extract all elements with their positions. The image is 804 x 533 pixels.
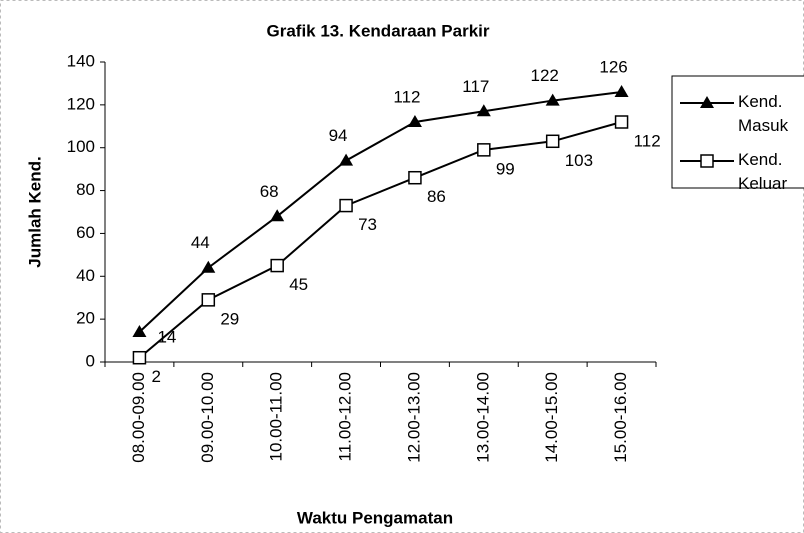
- data-label: 122: [531, 66, 559, 85]
- data-label: 112: [393, 87, 420, 106]
- marker-triangle: [201, 260, 216, 273]
- marker-triangle: [700, 96, 714, 108]
- marker-triangle: [545, 93, 560, 106]
- data-label: 112: [634, 131, 661, 150]
- data-label: 126: [599, 57, 627, 76]
- data-label: 117: [462, 77, 489, 96]
- marker-triangle: [476, 104, 491, 117]
- y-tick-label: 40: [76, 266, 95, 285]
- data-label: 73: [358, 215, 377, 234]
- data-label: 14: [157, 327, 176, 346]
- marker-square: [132, 350, 147, 365]
- x-tick-label: 15.00-16.00: [611, 372, 630, 463]
- data-label: 94: [329, 126, 348, 145]
- marker-triangle: [339, 153, 354, 166]
- y-tick-label: 120: [67, 94, 95, 113]
- data-label: 86: [427, 187, 446, 206]
- y-tick-label: 0: [86, 351, 95, 370]
- marker-triangle: [407, 115, 422, 127]
- x-tick-label: 12.00-13.00: [404, 372, 423, 463]
- x-axis-title: Waktu Pengamatan: [297, 508, 453, 527]
- x-tick-label: 13.00-14.00: [473, 372, 492, 463]
- x-tick-label: 11.00-12.00: [336, 372, 355, 461]
- marker-square: [700, 154, 714, 168]
- data-label: 68: [260, 182, 279, 201]
- data-label: 99: [496, 159, 515, 178]
- y-axis-title: Jumlah Kend.: [25, 156, 44, 267]
- y-tick-label: 20: [76, 309, 95, 328]
- y-tick-label: 100: [67, 137, 95, 156]
- x-tick-label: 10.00-11.00: [267, 372, 286, 461]
- marker-triangle: [132, 325, 147, 337]
- x-tick-label: 14.00-15.00: [542, 372, 561, 463]
- legend-box: [671, 75, 804, 189]
- marker-square: [201, 293, 216, 307]
- data-label: 2: [151, 367, 160, 386]
- marker-triangle: [614, 85, 629, 97]
- marker-square: [408, 170, 422, 185]
- y-tick-label: 60: [76, 223, 95, 242]
- marker-triangle: [270, 209, 285, 222]
- y-tick-label: 140: [67, 51, 95, 70]
- marker-square: [614, 115, 629, 129]
- series-line: [138, 91, 622, 333]
- marker-square: [545, 134, 560, 149]
- marker-square: [339, 198, 353, 213]
- marker-square: [270, 258, 284, 273]
- data-label: 103: [565, 151, 593, 170]
- series-line: [138, 121, 622, 359]
- marker-square: [477, 143, 491, 157]
- y-tick-label: 80: [76, 180, 95, 199]
- data-label: 44: [191, 233, 210, 252]
- legend-label: Kend. Keluar: [738, 150, 787, 193]
- data-label: 45: [289, 275, 308, 294]
- x-tick-label: 08.00-09.00: [129, 372, 148, 463]
- legend-label: Kend. Masuk: [738, 92, 789, 135]
- chart-title: Grafik 13. Kendaraan Parkir: [266, 21, 489, 40]
- data-label: 29: [220, 309, 239, 328]
- x-tick-label: 09.00-10.00: [198, 372, 217, 463]
